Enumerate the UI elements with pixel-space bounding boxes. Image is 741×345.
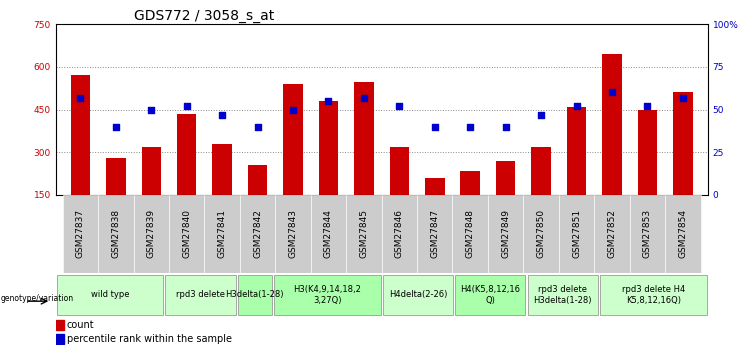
Bar [382, 275, 453, 315]
Point [499, 124, 511, 129]
Text: H3delta(1-28): H3delta(1-28) [225, 290, 284, 299]
Bar [382, 195, 417, 273]
Text: GSM27854: GSM27854 [678, 209, 688, 258]
Bar [425, 178, 445, 195]
Text: wild type: wild type [90, 290, 129, 299]
Point [181, 104, 193, 109]
Text: GSM27838: GSM27838 [111, 209, 120, 258]
Text: genotype/variation: genotype/variation [1, 294, 74, 303]
Text: GSM27849: GSM27849 [501, 209, 510, 258]
Text: GSM27837: GSM27837 [76, 209, 85, 258]
Text: GSM27850: GSM27850 [536, 209, 545, 258]
Point [429, 124, 441, 129]
Bar [240, 195, 276, 273]
Text: GSM27844: GSM27844 [324, 209, 333, 258]
Bar [523, 195, 559, 273]
Bar [567, 107, 586, 195]
Point [145, 107, 157, 112]
Text: GSM27845: GSM27845 [359, 209, 368, 258]
Bar [238, 275, 272, 315]
Text: count: count [67, 320, 95, 330]
Bar [142, 147, 161, 195]
Text: rpd3 delete: rpd3 delete [176, 290, 225, 299]
Point [216, 112, 228, 117]
Bar [488, 195, 523, 273]
Bar [56, 275, 163, 315]
Bar [453, 195, 488, 273]
Point [322, 98, 334, 104]
Text: GSM27840: GSM27840 [182, 209, 191, 258]
Text: H4delta(2-26): H4delta(2-26) [388, 290, 447, 299]
Bar [528, 275, 598, 315]
Text: GSM27848: GSM27848 [465, 209, 475, 258]
Bar [638, 109, 657, 195]
Bar [98, 195, 133, 273]
Point [287, 107, 299, 112]
Text: GSM27842: GSM27842 [253, 209, 262, 258]
Bar [455, 275, 525, 315]
Text: GSM27846: GSM27846 [395, 209, 404, 258]
Point [606, 90, 618, 95]
Point [677, 95, 689, 100]
Bar [602, 54, 622, 195]
Bar [63, 195, 98, 273]
Bar [390, 147, 409, 195]
Bar [559, 195, 594, 273]
Bar [165, 275, 236, 315]
Bar [247, 165, 268, 195]
Point [465, 124, 476, 129]
Text: GSM27847: GSM27847 [431, 209, 439, 258]
Bar [106, 158, 125, 195]
Text: GDS772 / 3058_s_at: GDS772 / 3058_s_at [134, 9, 274, 23]
Bar [213, 144, 232, 195]
Bar [600, 275, 707, 315]
Point [252, 124, 264, 129]
Bar [319, 101, 338, 195]
Bar [276, 195, 310, 273]
Point [393, 104, 405, 109]
Bar [354, 82, 373, 195]
Bar [133, 195, 169, 273]
Point [571, 104, 582, 109]
Text: GSM27851: GSM27851 [572, 209, 581, 258]
Point [74, 95, 86, 100]
Point [535, 112, 547, 117]
Bar [310, 195, 346, 273]
Text: rpd3 delete
H3delta(1-28): rpd3 delete H3delta(1-28) [534, 285, 592, 305]
Bar [205, 195, 240, 273]
Text: GSM27841: GSM27841 [218, 209, 227, 258]
Bar [274, 275, 381, 315]
Bar [169, 195, 205, 273]
Bar [630, 195, 665, 273]
Bar [496, 161, 516, 195]
Text: GSM27853: GSM27853 [643, 209, 652, 258]
Bar [673, 92, 693, 195]
Bar [665, 195, 700, 273]
Point [110, 124, 122, 129]
Point [642, 104, 654, 109]
Text: GSM27852: GSM27852 [608, 209, 617, 258]
Bar [594, 195, 630, 273]
Bar [346, 195, 382, 273]
Text: percentile rank within the sample: percentile rank within the sample [67, 334, 232, 344]
Bar [177, 114, 196, 195]
Bar [531, 147, 551, 195]
Text: H3(K4,9,14,18,2
3,27Q): H3(K4,9,14,18,2 3,27Q) [293, 285, 361, 305]
Bar [460, 171, 480, 195]
Bar [283, 84, 303, 195]
Bar [56, 320, 64, 330]
Bar [417, 195, 453, 273]
Text: GSM27839: GSM27839 [147, 209, 156, 258]
Text: GSM27843: GSM27843 [288, 209, 298, 258]
Bar [70, 75, 90, 195]
Bar [56, 334, 64, 344]
Text: rpd3 delete H4
K5,8,12,16Q): rpd3 delete H4 K5,8,12,16Q) [622, 285, 685, 305]
Text: H4(K5,8,12,16
Q): H4(K5,8,12,16 Q) [460, 285, 520, 305]
Point [358, 95, 370, 100]
